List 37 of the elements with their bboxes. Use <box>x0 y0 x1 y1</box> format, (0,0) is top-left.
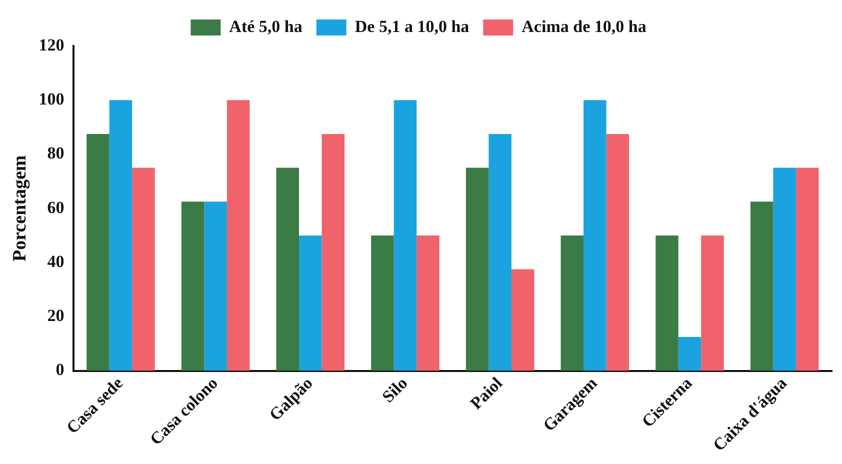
bar <box>560 235 584 371</box>
y-tick-label: 0 <box>56 360 64 380</box>
bar <box>226 100 250 371</box>
bar <box>488 134 512 371</box>
y-axis-title: Porcentagem <box>9 155 30 262</box>
legend-label: De 5,1 a 10,0 ha <box>354 16 470 36</box>
bar <box>701 235 724 371</box>
bar <box>181 202 204 371</box>
y-tick-label: 80 <box>47 144 64 163</box>
bar <box>299 235 322 371</box>
y-tick-label: 100 <box>38 90 64 109</box>
bar <box>132 168 155 371</box>
bar <box>773 168 796 371</box>
bar <box>750 202 774 371</box>
bar <box>656 235 678 371</box>
bar <box>606 134 630 371</box>
bar <box>276 168 300 371</box>
legend-label: Até 5,0 ha <box>229 16 303 36</box>
bar <box>584 100 606 371</box>
y-tick-label: 60 <box>47 198 64 217</box>
bar <box>511 269 534 371</box>
y-tick-label: 120 <box>38 35 64 54</box>
bar <box>466 168 489 371</box>
bar <box>322 134 345 371</box>
bar <box>86 134 110 371</box>
y-tick-label: 40 <box>47 252 64 271</box>
bar <box>678 336 702 371</box>
bar <box>371 235 394 371</box>
y-tick-label: 20 <box>47 306 64 326</box>
bar <box>416 235 440 371</box>
x-tick-label: Casa sede <box>62 373 127 438</box>
bar <box>394 100 417 371</box>
legend-label: Acima de 10,0 ha <box>522 16 647 36</box>
bar <box>109 100 132 371</box>
bar <box>204 202 227 371</box>
bar <box>796 168 819 371</box>
x-tick-label: Silo <box>378 373 412 406</box>
